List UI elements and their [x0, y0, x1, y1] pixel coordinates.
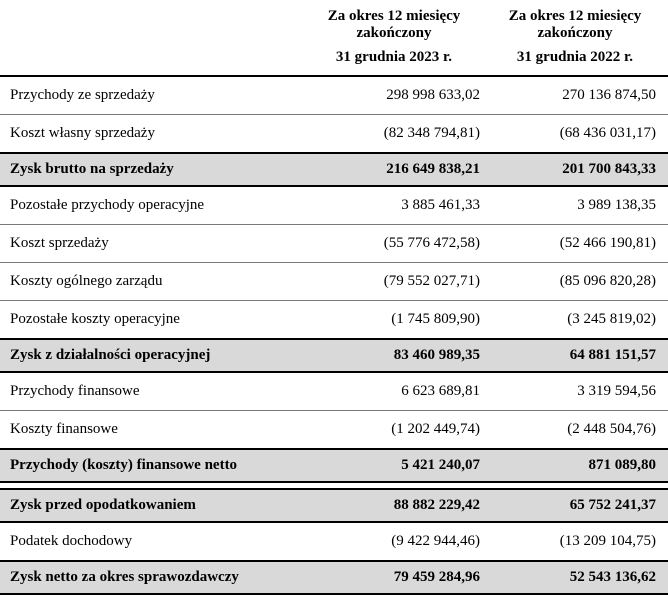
value-2022: (68 436 031,17) [559, 125, 656, 141]
value-2022: 64 881 151,57 [569, 347, 656, 363]
table-header: Za okres 12 miesięcy zakończony 31 grudn… [0, 0, 668, 77]
value-2022: (2 448 504,76) [567, 421, 656, 437]
row-label: Zysk z działalności operacyjnej [10, 347, 211, 363]
value-2023: 83 460 989,35 [393, 347, 480, 363]
row-label: Zysk przed opodatkowaniem [10, 497, 196, 513]
value-2022: 52 543 136,62 [569, 569, 656, 585]
table-row: Podatek dochodowy (9 422 944,46) (13 209… [0, 523, 668, 560]
period-label-2023: Za okres 12 miesięcy zakończony [327, 8, 461, 41]
table-row-total: Zysk brutto na sprzedaży 216 649 838,21 … [0, 152, 668, 187]
table-row: Przychody finansowe 6 623 689,81 3 319 5… [0, 373, 668, 411]
row-label: Koszty ogólnego zarządu [10, 273, 163, 289]
column-header-2023: Za okres 12 miesięcy zakończony 31 grudn… [308, 8, 488, 66]
value-2022: (52 466 190,81) [559, 235, 656, 251]
column-header-2022: Za okres 12 miesięcy zakończony 31 grudn… [488, 8, 668, 66]
table-row-total: Przychody (koszty) finansowe netto 5 421… [0, 448, 668, 483]
row-gap [0, 483, 668, 488]
value-2022: 3 319 594,56 [577, 383, 656, 399]
table-row: Pozostałe przychody operacyjne 3 885 461… [0, 187, 668, 225]
value-2023: (9 422 944,46) [391, 533, 480, 549]
value-2022: 270 136 874,50 [562, 87, 656, 103]
row-label: Pozostałe koszty operacyjne [10, 311, 180, 327]
row-label: Przychody (koszty) finansowe netto [10, 457, 238, 473]
value-2022: 3 989 138,35 [577, 197, 656, 213]
value-2023: 79 459 284,96 [393, 569, 480, 585]
value-2023: (79 552 027,71) [383, 273, 480, 289]
value-2023: 3 885 461,33 [401, 197, 480, 213]
value-2022: (13 209 104,75) [559, 533, 656, 549]
value-2022: 201 700 843,33 [562, 161, 656, 177]
value-2022: 65 752 241,37 [569, 497, 656, 513]
row-label: Koszt sprzedaży [10, 235, 109, 251]
row-label: Koszt własny sprzedaży [10, 125, 155, 141]
table-row: Koszt sprzedaży (55 776 472,58) (52 466 … [0, 225, 668, 263]
table-row-total: Zysk z działalności operacyjnej 83 460 9… [0, 338, 668, 373]
value-2023: 216 649 838,21 [386, 161, 480, 177]
row-label: Koszty finansowe [10, 421, 118, 437]
value-2022: (85 096 820,28) [559, 273, 656, 289]
table-row: Pozostałe koszty operacyjne (1 745 809,9… [0, 301, 668, 338]
date-label-2022: 31 grudnia 2022 r. [516, 49, 634, 65]
table-row: Koszty finansowe (1 202 449,74) (2 448 5… [0, 411, 668, 448]
value-2023: 298 998 633,02 [386, 87, 480, 103]
value-2023: 88 882 229,42 [393, 497, 480, 513]
row-label: Przychody ze sprzedaży [10, 87, 155, 103]
period-label-2022: Za okres 12 miesięcy zakończony [508, 8, 642, 41]
value-2022: (3 245 819,02) [567, 311, 656, 327]
table-row-total: Zysk przed opodatkowaniem 88 882 229,42 … [0, 488, 668, 523]
table-row-total: Zysk netto za okres sprawozdawczy 79 459… [0, 560, 668, 595]
value-2022: 871 089,80 [588, 457, 657, 473]
value-2023: (1 202 449,74) [391, 421, 480, 437]
value-2023: (82 348 794,81) [383, 125, 480, 141]
table-row: Przychody ze sprzedaży 298 998 633,02 27… [0, 77, 668, 115]
value-2023: (1 745 809,90) [391, 311, 480, 327]
row-label: Zysk netto za okres sprawozdawczy [10, 569, 239, 585]
table-row: Koszt własny sprzedaży (82 348 794,81) (… [0, 115, 668, 152]
value-2023: 5 421 240,07 [401, 457, 480, 473]
row-label: Podatek dochodowy [10, 533, 133, 549]
table-row: Koszty ogólnego zarządu (79 552 027,71) … [0, 263, 668, 301]
row-label: Pozostałe przychody operacyjne [10, 197, 205, 213]
row-label: Przychody finansowe [10, 383, 140, 399]
value-2023: (55 776 472,58) [383, 235, 480, 251]
value-2023: 6 623 689,81 [401, 383, 480, 399]
row-label: Zysk brutto na sprzedaży [10, 161, 174, 177]
date-label-2023: 31 grudnia 2023 r. [335, 49, 453, 65]
